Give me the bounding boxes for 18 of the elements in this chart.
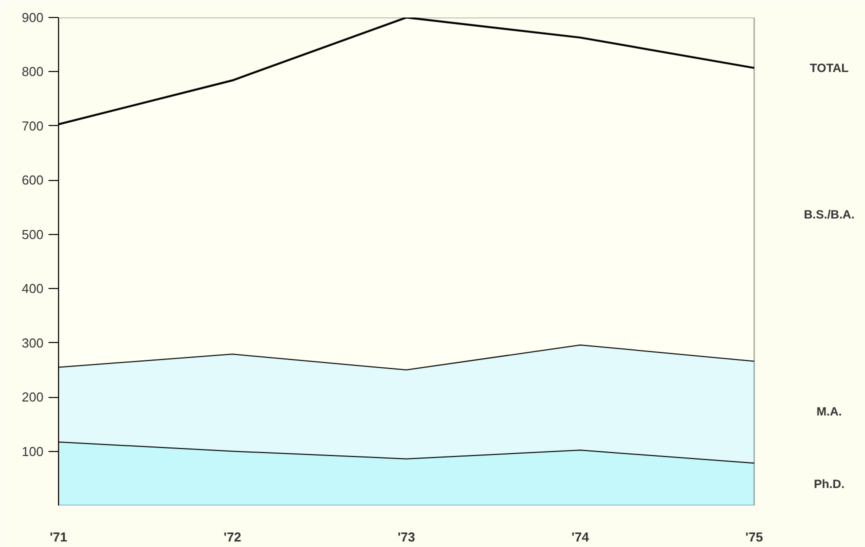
- text: TOTAL: [810, 60, 849, 75]
- y-tick-label: 200: [22, 390, 44, 405]
- x-tick-label: '74: [571, 530, 590, 544]
- x-tick-label: '71: [50, 530, 68, 544]
- text: B.S./B.A.: [804, 207, 855, 222]
- y-tick-label: 400: [22, 281, 44, 296]
- text: M.A.: [816, 404, 842, 419]
- y-tick-label: 700: [22, 118, 44, 134]
- y-tick-label: 500: [22, 226, 44, 242]
- y-tick-label: 100: [22, 444, 44, 459]
- text: Ph.D.: [814, 477, 845, 492]
- x-tick-label: '73: [398, 530, 416, 544]
- y-tick-label: 600: [22, 172, 44, 188]
- y-tick-label: 900: [22, 10, 44, 25]
- x-tick-label: '75: [745, 530, 763, 544]
- y-tick-label: 300: [22, 335, 44, 350]
- x-tick-label: '72: [224, 530, 242, 544]
- y-tick-label: 800: [22, 64, 44, 80]
